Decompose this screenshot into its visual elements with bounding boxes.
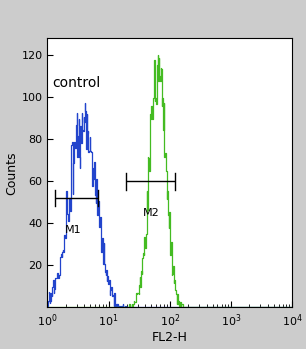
- Y-axis label: Counts: Counts: [6, 151, 19, 194]
- Text: control: control: [52, 76, 101, 90]
- Text: M1: M1: [65, 225, 81, 235]
- X-axis label: FL2-H: FL2-H: [152, 331, 188, 344]
- Text: M2: M2: [143, 208, 160, 218]
